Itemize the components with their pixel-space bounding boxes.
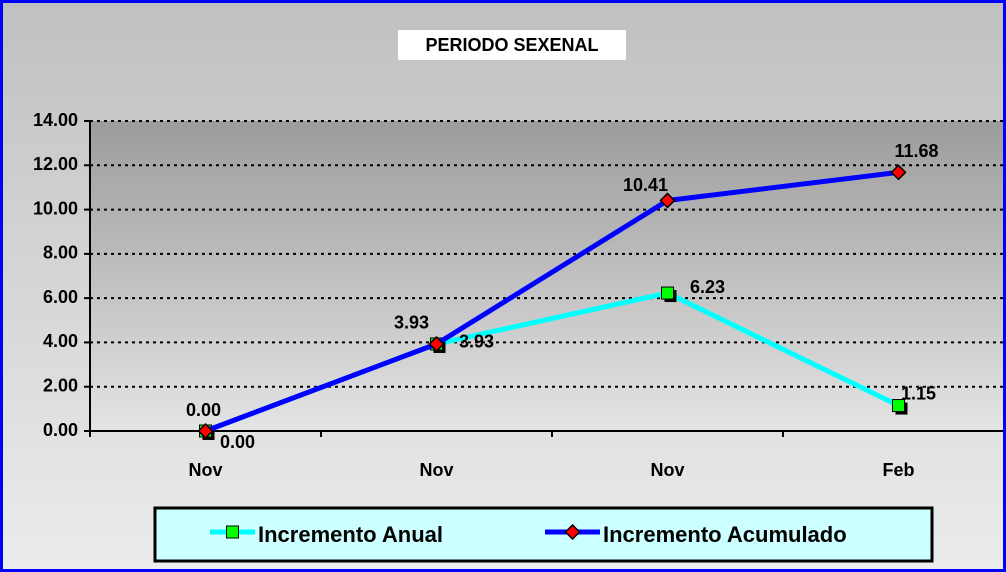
data-label: 0.00 bbox=[220, 432, 255, 452]
data-label: 10.41 bbox=[623, 175, 668, 195]
marker bbox=[659, 192, 676, 209]
y-tick-label: 4.00 bbox=[43, 331, 78, 351]
data-label: 6.23 bbox=[690, 277, 725, 297]
marker bbox=[197, 422, 214, 440]
data-label: 3.93 bbox=[459, 332, 494, 352]
y-tick-label: 2.00 bbox=[43, 375, 78, 395]
y-tick-label: 14.00 bbox=[33, 110, 78, 130]
legend-label: Incremento Acumulado bbox=[603, 522, 847, 547]
data-label: 3.93 bbox=[394, 313, 429, 333]
legend-label: Incremento Anual bbox=[258, 522, 443, 547]
data-label: 1.15 bbox=[901, 383, 936, 403]
marker bbox=[890, 164, 907, 181]
data-label: 0.00 bbox=[186, 400, 221, 420]
y-tick-label: 0.00 bbox=[43, 420, 78, 440]
series-line bbox=[204, 169, 899, 434]
marker bbox=[892, 399, 905, 413]
x-tick-label: Nov bbox=[650, 460, 684, 480]
marker bbox=[428, 335, 445, 353]
marker bbox=[661, 286, 674, 300]
legend-marker bbox=[564, 523, 581, 541]
y-tick-label: 12.00 bbox=[33, 154, 78, 174]
y-tick-label: 6.00 bbox=[43, 287, 78, 307]
title-box bbox=[398, 30, 626, 60]
data-label: 11.68 bbox=[894, 141, 938, 161]
x-tick-label: Nov bbox=[188, 460, 222, 480]
y-tick-label: 8.00 bbox=[43, 243, 78, 263]
x-tick-label: Nov bbox=[419, 460, 453, 480]
legend-marker bbox=[226, 525, 239, 539]
y-tick-label: 10.00 bbox=[33, 198, 78, 218]
legend bbox=[153, 506, 934, 563]
x-tick-label: Feb bbox=[882, 460, 914, 480]
chart-title: PERIODO SEXENAL bbox=[425, 35, 598, 55]
